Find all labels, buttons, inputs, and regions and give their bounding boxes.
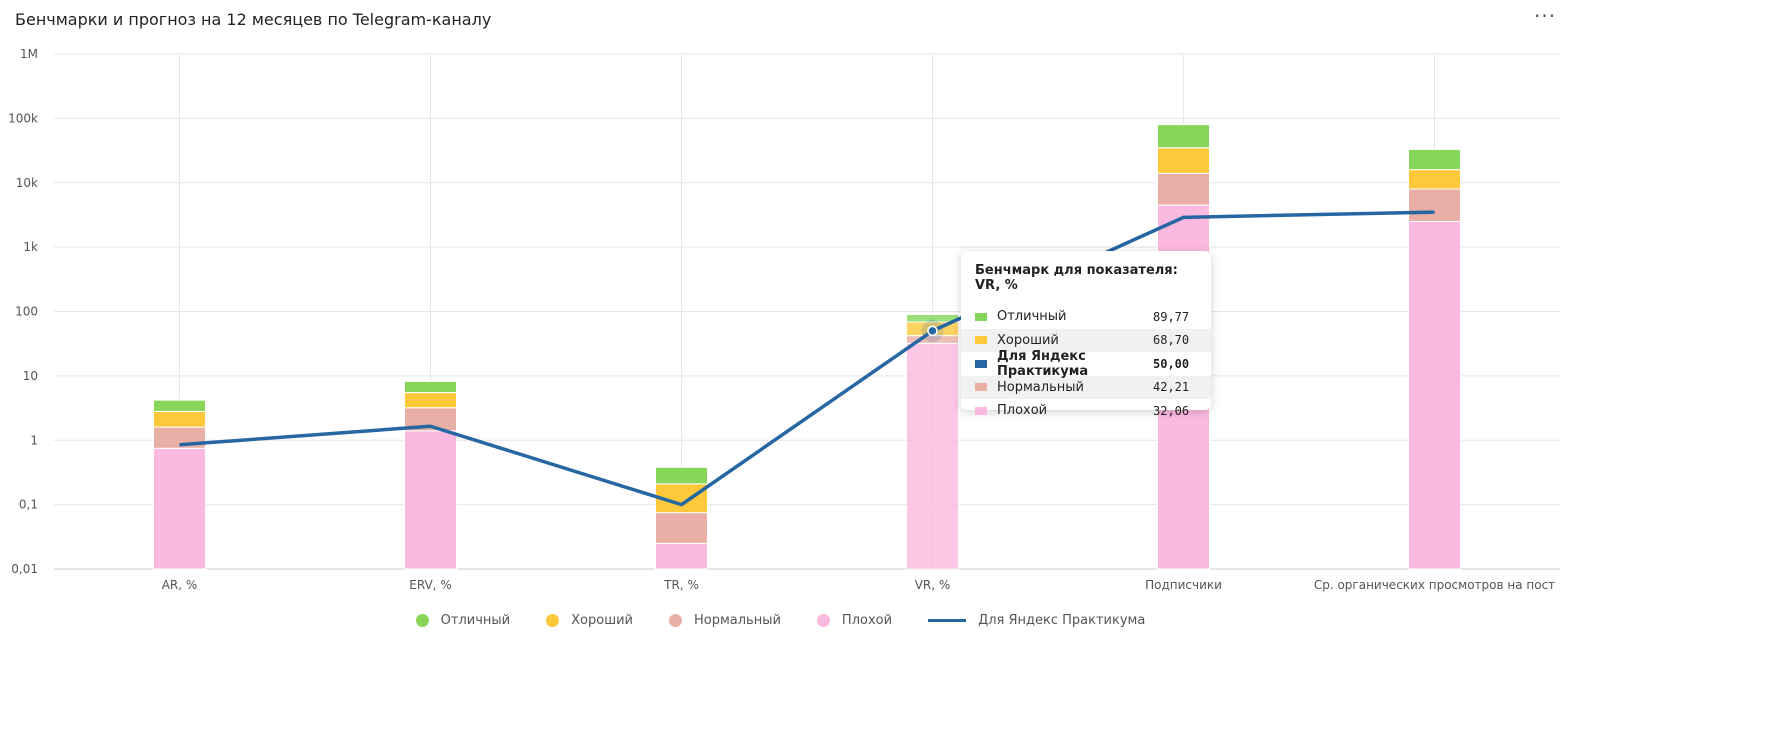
bar-segment-excellent <box>1408 148 1461 171</box>
more-menu-icon[interactable]: ··· <box>1534 4 1557 28</box>
y-tick-label: 10k <box>16 176 38 190</box>
chart-legend: Отличный Хороший Нормальный Плохой Для Я… <box>0 606 1561 634</box>
tooltip-row-excellent: Отличный 89,77 <box>961 305 1211 329</box>
bar-segment-bad <box>404 430 457 570</box>
bar-segment-excellent <box>1157 124 1210 149</box>
bar-segment-excellent <box>153 399 206 412</box>
labels-layer: 0,01 0,1 1 10 100 1k 10k 100k 1M AR, % ERV, % TR, %… <box>8 47 1555 592</box>
legend-item-excellent[interactable]: Отличный <box>415 612 511 628</box>
x-tick-label: Подписчики <box>1145 578 1222 592</box>
bar-segment-bad <box>655 542 708 570</box>
legend-item-bad[interactable]: Плохой <box>816 612 893 628</box>
legend-label-line: Для Яндекс Практикума <box>978 612 1146 628</box>
tooltip-value: 32,06 <box>1153 403 1190 418</box>
tooltip-label: Для Яндекс Практикума <box>997 348 1089 379</box>
tooltip-value: 50,00 <box>1153 356 1190 371</box>
bar-segment-good <box>1157 147 1210 174</box>
tooltip-swatch-line <box>975 359 987 368</box>
y-tick-label: 1M <box>20 47 38 61</box>
bar-segment-good <box>1408 169 1461 190</box>
bar-segment-bad <box>1408 221 1461 570</box>
bar-segment-normal <box>1408 188 1461 223</box>
tooltip-value: 68,70 <box>1153 333 1190 348</box>
tooltip-swatch-bad <box>975 406 987 415</box>
x-tick-label: ERV, % <box>409 578 452 592</box>
tooltip-label: Хороший <box>997 332 1059 348</box>
tooltip-label: Отличный <box>997 309 1067 325</box>
tooltip-row-bad: Плохой 32,06 <box>961 399 1211 423</box>
y-tick-label: 0,1 <box>19 498 38 512</box>
x-tick-label: TR, % <box>663 578 699 592</box>
legend-label-good: Хороший <box>571 612 633 628</box>
bar-segment-normal <box>1157 172 1210 206</box>
legend-swatch-good <box>546 613 560 627</box>
bar-segment-good <box>404 392 457 409</box>
chart-tooltip: Бенчмарк для показателя: VR, % Отличный … <box>961 251 1211 418</box>
y-tick-label: 1 <box>30 433 38 447</box>
tooltip-label: Плохой <box>997 403 1048 419</box>
line-layer <box>179 210 1435 507</box>
chart-title: Бенчмарки и прогноз на 12 месяцев по Tel… <box>15 10 492 29</box>
x-tick-label: Ср. органических просмотров на пост <box>1314 578 1555 592</box>
tooltip-swatch-normal <box>975 383 987 392</box>
y-tick-label: 1k <box>23 240 38 254</box>
y-tick-label: 100 <box>15 305 38 319</box>
legend-item-line[interactable]: Для Яндекс Практикума <box>928 613 1145 628</box>
bar-segment-excellent <box>404 380 457 394</box>
benchmark-chart: 0,01 0,1 1 10 100 1k 10k 100k 1M AR, % ERV, % TR, %… <box>8 47 1560 592</box>
bars-layer <box>153 124 1461 570</box>
line-series-practicum <box>179 210 1435 507</box>
tooltip-swatch-excellent <box>975 312 987 321</box>
bar-segment-excellent <box>655 466 708 485</box>
tooltip-row-good: Хороший 68,70 <box>961 328 1211 352</box>
line-point <box>927 325 938 337</box>
bar-segment-bad <box>906 342 959 570</box>
tooltip-row-line: Для Яндекс Практикума 50,00 <box>961 348 1211 379</box>
legend-swatch-excellent <box>415 613 429 627</box>
bar-segment-good <box>153 410 206 428</box>
legend-label-excellent: Отличный <box>440 612 511 628</box>
legend-label-bad: Плохой <box>841 612 893 628</box>
legend-label-normal: Нормальный <box>693 612 781 628</box>
legend-swatch-bad <box>816 613 830 627</box>
tooltip-title: Бенчмарк для показателя: VR, % <box>975 263 1178 293</box>
tooltip-value: 42,21 <box>1153 380 1190 395</box>
legend-item-good[interactable]: Хороший <box>546 613 633 628</box>
bar-segment-normal <box>655 512 708 544</box>
legend-swatch-line <box>928 618 967 622</box>
tooltip-row-normal: Нормальный 42,21 <box>961 375 1211 399</box>
tooltip-swatch-good <box>975 336 987 345</box>
y-tick-label: 100k <box>8 111 38 125</box>
y-tick-label: 0,01 <box>11 562 38 576</box>
legend-item-normal[interactable]: Нормальный <box>668 612 781 628</box>
x-tick-label: VR, % <box>915 578 951 592</box>
legend-swatch-normal <box>668 613 682 627</box>
y-tick-label: 10 <box>23 369 38 383</box>
x-tick-label: AR, % <box>162 578 198 592</box>
tooltip-value: 89,77 <box>1153 309 1190 324</box>
grid-layer <box>54 53 1560 570</box>
tooltip-label: Нормальный <box>997 379 1084 395</box>
bar-segment-bad <box>153 447 206 570</box>
